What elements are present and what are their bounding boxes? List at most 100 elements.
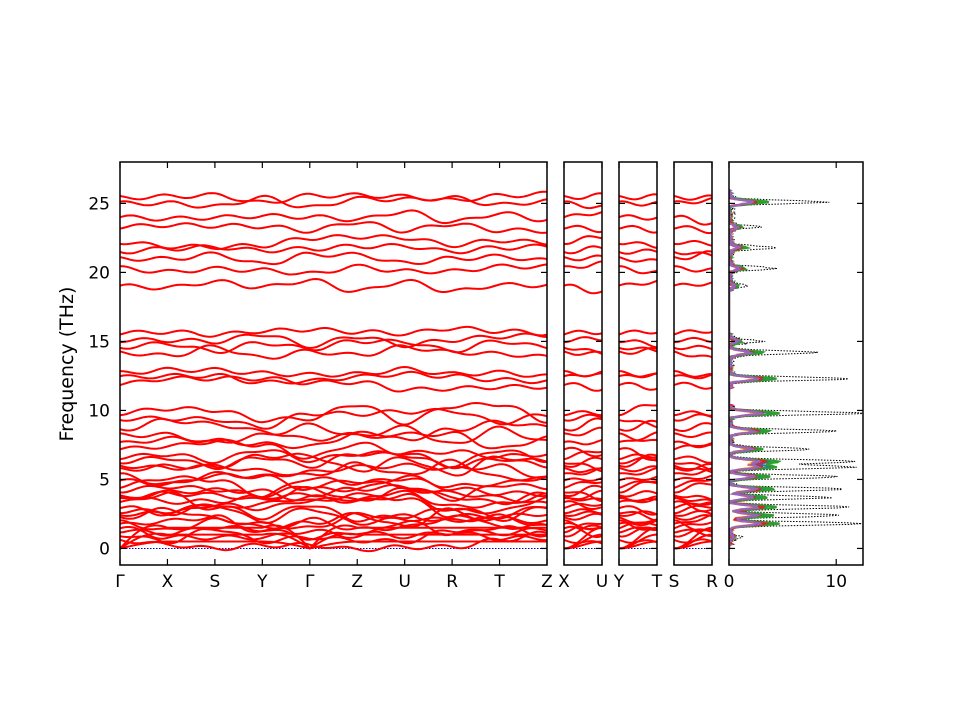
dos-panel: 0 10 (724, 161, 864, 592)
phonon-band (674, 464, 712, 474)
x-tick-label: Γ (305, 572, 315, 592)
phonon-band (120, 190, 547, 204)
phonon-band (674, 514, 712, 521)
phonon-band (564, 519, 602, 531)
phonon-band (564, 500, 602, 510)
phonon-band (674, 381, 712, 390)
phonon-band (674, 410, 712, 417)
phonon-band (674, 370, 712, 378)
phonon-band (619, 256, 657, 263)
plot-frame (563, 161, 603, 566)
phonon-band (619, 510, 657, 522)
x-tick-label: Y (613, 572, 625, 592)
phonon-band (619, 193, 657, 201)
phonon-band (120, 485, 547, 504)
phonon-band (674, 225, 712, 235)
phonon-band (564, 417, 602, 432)
x-tick-label: X (558, 572, 570, 592)
phonon-band (564, 329, 602, 336)
phonon-band (619, 447, 657, 462)
dos-x-tick-label: 10 (825, 572, 847, 592)
plot-frame (618, 161, 658, 566)
y-tick-label: 5 (99, 470, 110, 490)
phonon-band (619, 453, 657, 468)
plot-frame (119, 161, 548, 566)
phonon-band (619, 248, 657, 255)
x-tick-label: X (162, 572, 174, 592)
phonon-band (564, 512, 602, 521)
phonon-band (564, 336, 602, 344)
phonon-band (120, 449, 547, 469)
phonon-band (120, 221, 547, 234)
phonon-band (674, 440, 712, 449)
phonon-band (120, 530, 547, 553)
band-lines (120, 190, 547, 553)
phonon-band (564, 260, 602, 269)
phonon-band (619, 346, 657, 353)
phonon-band (674, 455, 712, 464)
partial-dos-line (729, 189, 770, 549)
band-lines (564, 192, 602, 550)
phonon-band (674, 250, 712, 261)
phonon-band (674, 422, 712, 433)
phonon-band (564, 382, 602, 392)
phonon-band (674, 265, 712, 273)
phonon-band (674, 519, 712, 532)
band-lines (619, 193, 657, 550)
phonon-band (564, 477, 602, 482)
phonon-band (674, 495, 712, 503)
phonon-band (564, 456, 602, 468)
phonon-band (619, 279, 657, 287)
phonon-band (674, 336, 712, 344)
phonon-band (619, 346, 657, 355)
y-axis-title: Frequency (THz) (56, 287, 78, 442)
phonon-band (564, 235, 602, 246)
phonon-band (564, 200, 602, 210)
phonon-band (120, 511, 547, 531)
phonon-band (120, 370, 547, 385)
phonon-band (674, 538, 712, 544)
panel-frame: 0 10 (724, 161, 864, 592)
phonon-band (564, 254, 602, 262)
phonon-band (564, 462, 602, 473)
phonon-band (120, 242, 547, 255)
phonon-band (674, 350, 712, 358)
phonon-band (674, 214, 712, 226)
phonon-band (619, 467, 657, 476)
phonon-band (619, 404, 657, 417)
phonon-band (120, 263, 547, 276)
phonon-band (619, 200, 657, 207)
y-tick-label: 25 (88, 194, 110, 214)
phonon-band (619, 516, 657, 527)
phonon-band (619, 432, 657, 442)
phonon-band (120, 234, 547, 251)
x-tick-label: U (398, 572, 410, 592)
phonon-band (120, 495, 547, 520)
phonon-band (120, 475, 547, 499)
x-tick-label: T (651, 572, 663, 592)
phonon-band (674, 251, 712, 257)
phonon-band (120, 540, 547, 550)
phonon-band (619, 490, 657, 498)
phonon-band (564, 413, 602, 422)
phonon-band (564, 346, 602, 355)
phonon-band (674, 500, 712, 513)
phonon-band (674, 344, 712, 351)
phonon-band (674, 329, 712, 336)
phonon-band (619, 480, 657, 489)
phonon-band (619, 538, 657, 544)
phonon-band (564, 410, 602, 417)
phonon-band (564, 480, 602, 489)
x-tick-label: U (596, 572, 608, 592)
phonon-band (120, 504, 547, 523)
panel-frame: Γ X S Y Γ Z U R T Z 0 5 10 15 20 25 (88, 161, 553, 592)
phonon-band (674, 478, 712, 489)
x-tick-label: R (446, 572, 458, 592)
phonon-band (120, 277, 547, 293)
phonon-band (564, 508, 602, 515)
phonon-band (564, 491, 602, 503)
